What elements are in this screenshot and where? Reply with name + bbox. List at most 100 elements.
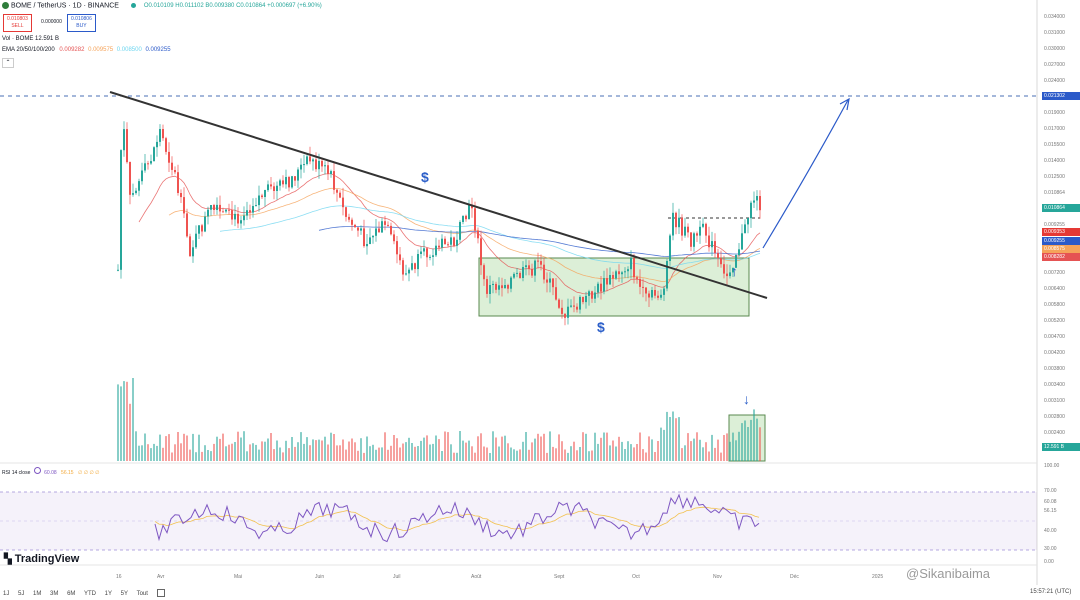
candle-body	[669, 235, 671, 261]
volume-bar	[366, 436, 368, 461]
up-arrow-annotation: ↑	[731, 263, 738, 279]
volume-bar	[711, 434, 713, 461]
status-dot-icon	[130, 3, 136, 8]
tradingview-logo[interactable]: ▚ TradingView	[4, 553, 79, 565]
volume-bar	[342, 439, 344, 461]
volume-bar	[717, 439, 719, 461]
sell-button[interactable]: 0.010803 SELL	[3, 14, 32, 32]
time-axis-label: 2025	[872, 574, 883, 580]
volume-bar	[147, 444, 149, 461]
candle-body	[462, 215, 464, 222]
range-1d[interactable]: 1J	[3, 590, 10, 597]
volume-bar	[408, 437, 410, 461]
candle-body	[447, 244, 449, 246]
range-5y[interactable]: 5Y	[120, 590, 128, 597]
volume-bar	[276, 440, 278, 461]
candle-body	[591, 291, 593, 299]
buy-button[interactable]: 0.010806 BUY	[67, 14, 96, 32]
volume-bar	[447, 432, 449, 461]
price-axis-label: 0.014000	[1044, 158, 1065, 164]
volume-bar	[495, 437, 497, 461]
collapse-legend-icon[interactable]: ⌃	[2, 58, 14, 68]
candle-body	[246, 210, 248, 216]
ema-legend[interactable]: EMA 20/50/100/200 0.009282 0.009575 0.00…	[2, 47, 171, 53]
dollar-annotation-2: $	[597, 319, 605, 335]
candle-body	[708, 235, 710, 248]
candle-body	[369, 237, 371, 244]
candle-body	[717, 253, 719, 259]
range-ytd[interactable]: YTD	[83, 590, 96, 597]
ema200-value: 0.009255	[145, 47, 171, 53]
volume-bar	[258, 449, 260, 461]
candle-body	[516, 272, 518, 274]
volume-bar	[333, 434, 335, 461]
volume-bar	[726, 433, 728, 461]
volume-bar	[384, 432, 386, 461]
price-axis-label: 0.009255	[1044, 222, 1065, 228]
volume-bar	[690, 441, 692, 461]
range-1y[interactable]: 1Y	[104, 590, 112, 597]
time-axis[interactable]: 16 Avr Mai Juin Juil Août Sept Oct Nov Déc 2025	[116, 574, 883, 580]
range-6m[interactable]: 6M	[67, 590, 76, 597]
candle-body	[273, 186, 275, 191]
candles	[117, 121, 761, 326]
volume-bar	[138, 445, 140, 461]
candle-body	[576, 306, 578, 310]
candle-body	[558, 299, 560, 308]
volume-bar	[729, 441, 731, 461]
candle-body	[612, 275, 614, 279]
candle-body	[711, 241, 713, 248]
volume-bar	[627, 441, 629, 461]
candle-body	[261, 195, 263, 198]
candle-body	[492, 283, 494, 285]
volume-bar	[735, 440, 737, 461]
volume-bar	[273, 449, 275, 461]
candle-body	[528, 265, 530, 269]
volume-bar	[261, 441, 263, 461]
symbol-info[interactable]: BOME / TetherUS · 1D · BINANCE O0.010109…	[2, 2, 322, 9]
volume-bar	[492, 431, 494, 461]
rsi-axis-label: 0.00	[1044, 559, 1054, 565]
time-axis-label: Juin	[315, 574, 324, 580]
volume-bar	[297, 442, 299, 461]
volume-bar	[144, 433, 146, 461]
volume-bar	[330, 432, 332, 461]
volume-legend[interactable]: Vol · BOME 12.591 B	[2, 36, 60, 42]
range-all[interactable]: Tout	[136, 590, 148, 597]
candle-body	[414, 263, 416, 270]
volume-bar	[351, 438, 353, 461]
volume-bar	[234, 442, 236, 461]
volume-bar	[705, 442, 707, 461]
calendar-icon[interactable]	[156, 589, 165, 597]
price-axis-label: 0.034000	[1044, 14, 1065, 20]
candle-body	[288, 177, 290, 188]
candle-body	[138, 181, 140, 191]
candle-body	[186, 213, 188, 237]
volume-bars	[117, 378, 761, 461]
range-1m[interactable]: 1M	[33, 590, 42, 597]
rsi-visibility-icon[interactable]	[33, 467, 41, 474]
volume-bar	[345, 449, 347, 461]
candle-body	[513, 273, 515, 278]
price-axis-label: 0.031000	[1044, 30, 1065, 36]
volume-bar	[315, 440, 317, 461]
volume-bar	[468, 440, 470, 461]
range-5d[interactable]: 5J	[18, 590, 25, 597]
candle-body	[450, 237, 452, 245]
utc-clock[interactable]: 15:57:21 (UTC)	[1030, 589, 1072, 595]
candle-body	[618, 271, 620, 275]
downtrend-line[interactable]	[109, 91, 768, 299]
dollar-annotation-1: $	[421, 169, 429, 185]
candle-body	[249, 210, 251, 213]
projection-arrow[interactable]	[762, 99, 849, 249]
candle-body	[723, 264, 725, 274]
range-3m[interactable]: 3M	[50, 590, 59, 597]
candle-body	[252, 206, 254, 213]
accumulation-zone[interactable]	[478, 257, 750, 317]
candle-body	[687, 226, 689, 233]
volume-bar	[186, 435, 188, 461]
volume-bar	[681, 448, 683, 461]
rsi-legend[interactable]: RSI 14 close 60.08 56.15 ∅ ∅ ∅ ∅	[2, 467, 100, 476]
candle-body	[390, 225, 392, 235]
